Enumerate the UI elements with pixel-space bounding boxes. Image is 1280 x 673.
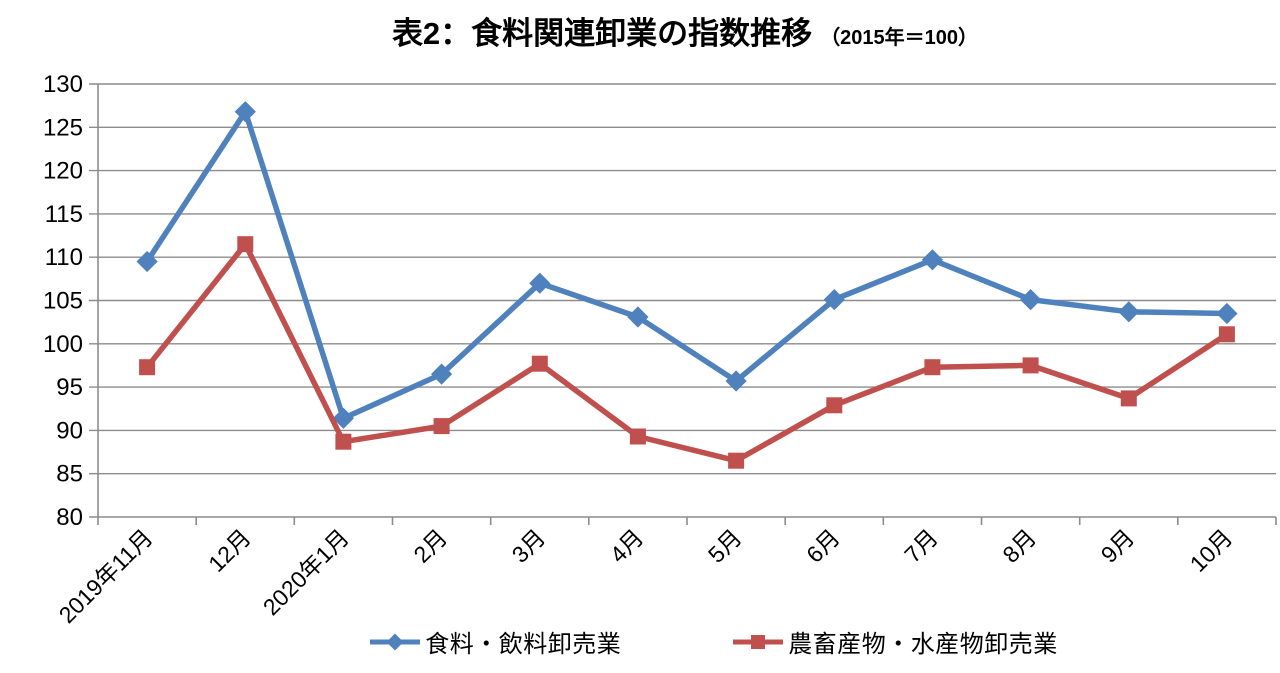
data-point-square <box>1120 390 1137 407</box>
data-point-square <box>629 428 646 445</box>
legend-label-food-beverage-wholesale: 食料・飲料卸売業 <box>425 631 622 658</box>
data-point-diamond <box>529 272 551 294</box>
x-axis-tick-label: 5月 <box>703 524 747 568</box>
x-axis-tick-label: 2019年11月 <box>54 524 158 628</box>
y-axis-tick-label: 95 <box>56 374 83 401</box>
data-point-square <box>139 359 156 376</box>
legend-marker-red-square <box>733 634 784 649</box>
data-point-square <box>1022 357 1039 374</box>
x-axis-tick-label: 9月 <box>1096 524 1140 568</box>
data-point-square <box>237 236 254 253</box>
chart-title-subtitle: （2015年＝100） <box>820 27 979 49</box>
data-point-diamond <box>725 370 747 392</box>
y-axis-tick-label: 120 <box>43 158 83 185</box>
data-point-diamond <box>627 306 649 328</box>
x-axis-tick-label: 8月 <box>997 524 1041 568</box>
x-axis-tick-label: 3月 <box>507 524 551 568</box>
series-line-0 <box>144 108 1230 422</box>
data-point-diamond <box>1118 301 1140 323</box>
legend-marker-blue-diamond <box>370 633 421 650</box>
x-axis-tick-label: 2月 <box>408 524 452 568</box>
data-point-square <box>728 452 745 469</box>
data-point-square <box>531 355 548 372</box>
y-axis-tick-label: 110 <box>45 244 83 271</box>
x-axis-tick-label: 7月 <box>899 524 943 568</box>
y-axis-tick-label: 125 <box>43 114 83 141</box>
data-point-square <box>1218 326 1235 343</box>
y-axis-tick-label: 130 <box>43 71 83 98</box>
y-axis-tick-label: 90 <box>56 417 83 444</box>
chart-title-main: 表2：食料関連卸業の指数推移 <box>391 16 813 51</box>
data-point-diamond <box>1216 302 1238 325</box>
x-axis-tick-label: 2020年1月 <box>258 524 354 620</box>
y-axis-tick-label: 85 <box>56 461 83 488</box>
legend-item-food-beverage-wholesale: 食料・飲料卸売業 <box>370 624 621 659</box>
data-point-square <box>335 433 352 450</box>
legend-label-agri-marine-wholesale: 農畜産物・水産物卸売業 <box>788 631 1058 658</box>
data-point-square <box>433 418 450 435</box>
chart-title: 表2：食料関連卸業の指数推移 （2015年＝100） <box>94 8 1276 53</box>
data-point-diamond <box>921 249 944 271</box>
data-point-square <box>826 397 843 414</box>
legend-item-agri-marine-wholesale: 農畜産物・水産物卸売業 <box>733 624 1058 659</box>
x-axis-tick-label: 6月 <box>801 524 845 568</box>
series-line-1 <box>144 241 1230 464</box>
y-axis-tick-label: 115 <box>45 201 83 228</box>
y-axis-tick-label: 105 <box>43 288 83 315</box>
y-axis-tick-label: 80 <box>56 504 83 531</box>
x-axis-tick-label: 10月 <box>1185 524 1238 577</box>
x-axis-tick-label: 12月 <box>203 524 256 577</box>
data-point-diamond <box>1019 288 1042 311</box>
y-axis-tick-label: 100 <box>43 331 83 358</box>
data-point-square <box>924 359 941 376</box>
x-axis-tick-label: 4月 <box>605 524 649 568</box>
data-point-diamond <box>234 101 256 123</box>
chart-legend: 食料・飲料卸売業 農畜産物・水産物卸売業 <box>74 624 1280 659</box>
data-point-diamond <box>823 288 845 311</box>
